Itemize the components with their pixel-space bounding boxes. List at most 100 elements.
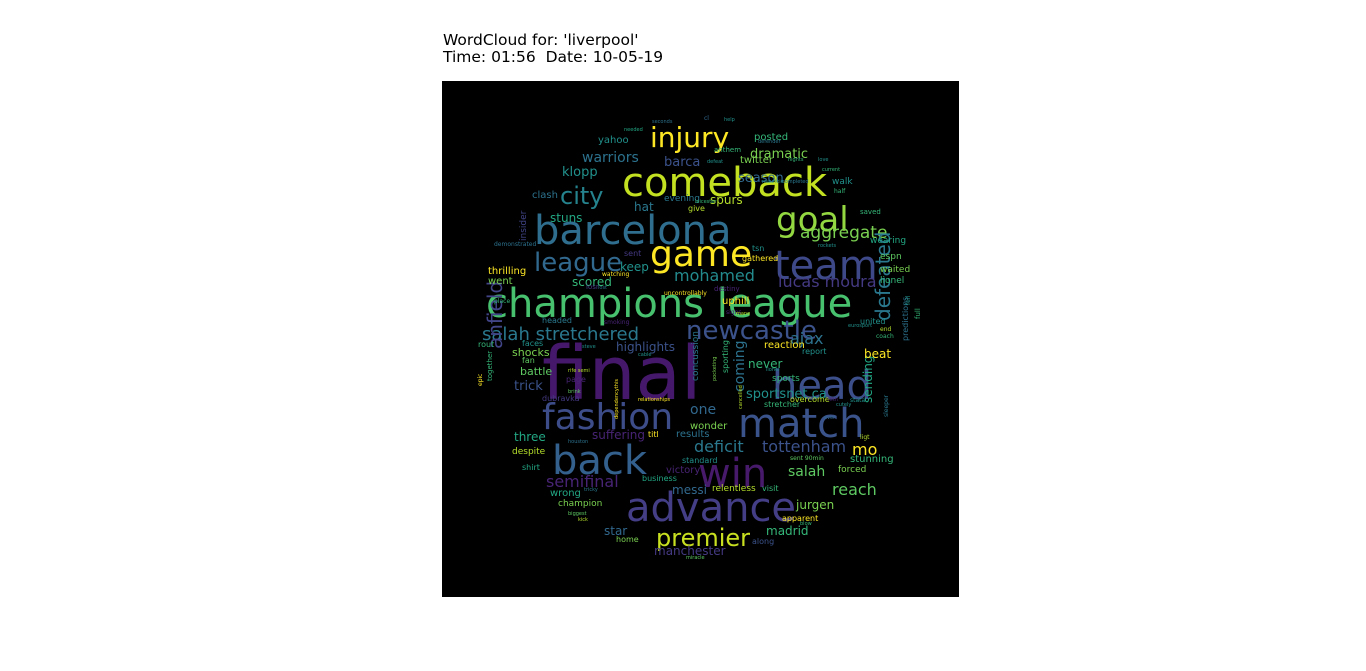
word-page: page [566, 375, 586, 384]
title-line-query: WordCloud for: 'liverpool' [443, 31, 639, 49]
word-gathered: gathered [742, 254, 778, 263]
word-faces: faces [522, 339, 543, 348]
word-rife-semi: rife semi [568, 368, 590, 374]
wordcloud-canvas: final champions league barcelona comeback he… [442, 81, 959, 597]
word-season: season [738, 171, 784, 186]
word-clash: clash [532, 190, 558, 201]
word-manchester: manchester [654, 544, 726, 558]
word-suffering: suffering [592, 428, 645, 442]
word-leicester: leicester [695, 199, 717, 205]
word-goal: goal [776, 200, 849, 240]
word-walk: walk [832, 177, 853, 187]
word-results: results [676, 429, 710, 440]
word-espn: espn [880, 252, 902, 262]
word-miracle: miracle [686, 555, 705, 561]
word-reaction: reaction [764, 340, 805, 351]
word-victory: victory [666, 465, 700, 476]
word-headed: headed [542, 316, 572, 325]
word-anfield: anfield [483, 281, 507, 349]
word-kick: kick [578, 517, 588, 523]
word-uncontrollably: uncontrollably [664, 290, 707, 297]
word-insider: insider [519, 210, 529, 241]
word-destiny: destiny [714, 285, 740, 293]
word-advance: advance [626, 485, 796, 531]
word-lucas-moura: lucas moura [778, 272, 877, 291]
word-final: final [542, 331, 701, 417]
word-help: help [724, 117, 735, 123]
figure-title: WordCloud for: 'liverpool' Time: 01:56 D… [443, 32, 663, 66]
word-back: back [552, 438, 648, 484]
word-scored: scored [572, 275, 612, 289]
word-rout: rout [478, 340, 494, 349]
word-ajax: ajax [790, 329, 824, 348]
word-concussion: concussion [691, 331, 701, 381]
word-star: star [604, 524, 627, 538]
word-business: business [642, 474, 677, 483]
word-dubravka: dubravka [542, 394, 580, 403]
word-tricky: tricky [584, 487, 598, 493]
word-tottenham: tottenham [762, 437, 846, 456]
word-love: love [818, 157, 828, 163]
word-barca: barca [664, 155, 700, 170]
word-one: one [690, 402, 716, 418]
word-barcelona: barcelona [534, 208, 732, 254]
word-standard: standard [682, 456, 717, 465]
word-predictions: predictions [901, 297, 910, 341]
word-semifinal: semifinal [546, 472, 619, 491]
word-end: end [880, 326, 891, 333]
word-current: current [822, 167, 840, 173]
word-cable: cable [638, 352, 651, 358]
word-epic: epic [477, 374, 484, 386]
word-steve: steve [582, 344, 596, 350]
word-together: together [486, 351, 494, 381]
word-posted: posted [754, 132, 788, 143]
title-line-timestamp: Time: 01:56 Date: 10-05-19 [443, 48, 664, 66]
word-signs: signs [726, 309, 742, 316]
word-aggregate: aggregate [800, 223, 887, 243]
word-deficit: deficit [694, 437, 744, 456]
word-comeback: comeback [622, 160, 828, 206]
word-blow: blow [800, 521, 812, 527]
word-titl: titl [648, 430, 659, 439]
word-half: half [834, 188, 846, 195]
word-shirt: shirt [522, 463, 540, 472]
word-uphill: uphill [722, 296, 749, 307]
word-evening: evening [664, 194, 700, 204]
word-city: city [560, 182, 603, 210]
word-place: place [494, 298, 510, 305]
word-salah-stretchered: salah stretchered [482, 324, 639, 345]
word-lionel: lionel [766, 367, 779, 373]
word-champion: champion [558, 499, 602, 509]
word-champions-league: champions league [486, 281, 852, 327]
word-along: along [752, 537, 774, 546]
word-saved: saved [860, 208, 881, 216]
word-klopp: klopp [562, 165, 598, 180]
word-wonder: wonder [690, 421, 728, 432]
word-anthem: anthem [714, 146, 741, 154]
word-three: three [514, 430, 546, 444]
word-lost: lost [598, 285, 607, 291]
word-lionel: lionel [880, 276, 904, 286]
word-houston: houston [568, 439, 588, 445]
word-reach: reach [832, 480, 877, 499]
word-mane: mane [736, 311, 750, 317]
word-coming: coming [732, 340, 748, 392]
word-stunning: stunning [850, 454, 894, 465]
word-cl: cl [704, 115, 709, 122]
word-fell: fell [905, 296, 912, 305]
word-sports: sports [772, 374, 800, 384]
word-wrong: wrong [550, 488, 581, 499]
word-defender: defender [758, 139, 782, 145]
word-report: report [802, 347, 826, 356]
word-newcastle: newcastle [686, 316, 817, 346]
word-game: game [650, 234, 752, 275]
word-relentless: relentless [712, 484, 756, 494]
word-went: went [488, 276, 513, 287]
word-league: league [534, 248, 622, 278]
word-madrid: madrid [766, 524, 809, 538]
word-fashion: fashion [542, 397, 673, 438]
word-sporting: sporting [721, 340, 730, 373]
word-watching: watching [602, 271, 630, 278]
word-forced: forced [838, 465, 866, 475]
word-mauricio: mauricio [762, 179, 784, 185]
